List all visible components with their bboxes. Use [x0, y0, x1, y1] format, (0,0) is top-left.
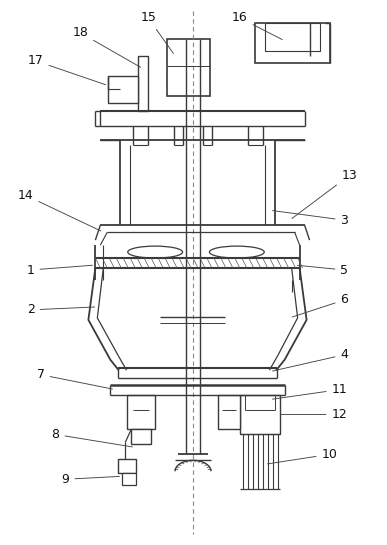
Text: 7: 7 — [36, 368, 113, 389]
Text: 11: 11 — [272, 383, 348, 399]
Text: 12: 12 — [281, 408, 348, 421]
Bar — [138, 56, 148, 111]
Text: 6: 6 — [292, 293, 348, 317]
Ellipse shape — [209, 246, 264, 258]
Text: 17: 17 — [27, 54, 106, 85]
Bar — [127, 395, 155, 429]
Bar — [265, 23, 320, 51]
Bar — [118, 459, 136, 473]
Text: 18: 18 — [72, 26, 141, 68]
Text: 1: 1 — [27, 264, 92, 276]
Bar — [131, 429, 151, 444]
Bar — [167, 39, 210, 95]
Text: 8: 8 — [51, 428, 132, 447]
Text: 4: 4 — [272, 348, 348, 371]
Ellipse shape — [128, 246, 183, 258]
Text: 13: 13 — [292, 169, 357, 219]
Bar — [255, 23, 329, 63]
Text: 10: 10 — [267, 448, 337, 464]
Text: 3: 3 — [272, 210, 348, 227]
Text: 2: 2 — [27, 304, 94, 316]
Text: 16: 16 — [232, 11, 282, 40]
Text: 15: 15 — [140, 11, 173, 53]
Bar — [108, 76, 138, 102]
Text: 9: 9 — [62, 473, 120, 486]
Text: 5: 5 — [297, 264, 348, 276]
Bar — [240, 395, 280, 434]
Text: 14: 14 — [18, 189, 101, 231]
Bar — [122, 473, 136, 485]
Bar — [218, 395, 240, 429]
